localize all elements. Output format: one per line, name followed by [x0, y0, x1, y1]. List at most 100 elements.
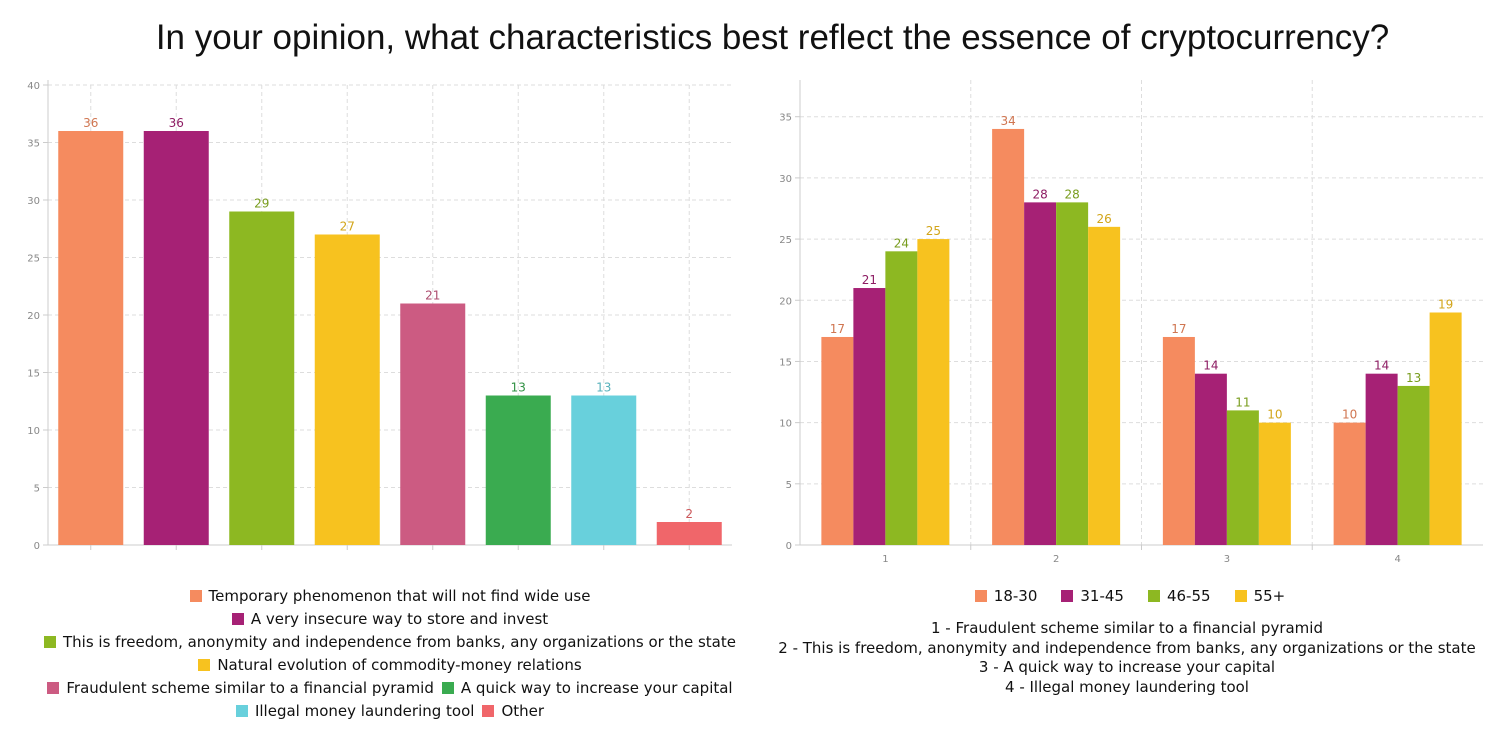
y-tick-label: 10	[27, 426, 40, 437]
bar	[821, 336, 854, 545]
legend-row: 18-30 31-45 46-55 55+	[760, 585, 1500, 608]
legend-swatch	[198, 659, 211, 671]
y-tick-label: 30	[27, 196, 40, 207]
bar	[1226, 410, 1259, 545]
data-label: 36	[169, 116, 184, 130]
bar	[1258, 422, 1291, 545]
legend-item[interactable]: A quick way to increase your capital	[441, 677, 733, 700]
bar	[885, 251, 918, 545]
left-bar-chart: 0 5 10 15 20 25 30 35 40 36 36 29 27 21 13 13 2	[27, 80, 732, 552]
bar	[229, 211, 295, 545]
legend-swatch	[974, 590, 987, 602]
legend-item[interactable]: This is freedom, anonymity and independe…	[44, 631, 736, 654]
bar	[571, 395, 637, 545]
y-tick-label: 5	[786, 480, 792, 491]
footnote-1: 1 - Fraudulent scheme similar to a finan…	[931, 619, 1323, 637]
y-tick-label: 30	[779, 174, 792, 185]
legend-swatch	[47, 682, 60, 694]
legend-label: Natural evolution of commodity-money rel…	[217, 656, 582, 674]
legend-label: 18-30	[993, 587, 1038, 605]
right-chart-footnotes: 1 - Fraudulent scheme similar to a finan…	[760, 619, 1494, 697]
bar	[1024, 202, 1057, 546]
bar	[1397, 385, 1430, 545]
bar	[1088, 226, 1121, 545]
legend-item[interactable]: 55+	[1234, 585, 1286, 608]
legend-label: A very insecure way to store and invest	[250, 610, 549, 628]
y-tick-label: 35	[27, 139, 40, 150]
legend-swatch	[441, 682, 454, 694]
data-label: 14	[1203, 359, 1218, 373]
legend-swatch	[1061, 590, 1074, 602]
bar	[656, 522, 722, 545]
legend-row: A very insecure way to store and invest	[0, 608, 780, 631]
data-label: 10	[1342, 408, 1357, 422]
legend-swatch	[1234, 590, 1247, 602]
bar	[917, 239, 950, 545]
chart-title: In your opinion, what characteristics be…	[155, 18, 1390, 57]
legend-row: Fraudulent scheme similar to a financial…	[0, 677, 780, 700]
data-label: 28	[1032, 187, 1047, 201]
y-tick-label: 20	[779, 296, 792, 307]
legend-swatch	[231, 613, 244, 625]
data-label: 13	[511, 381, 526, 395]
data-label: 19	[1438, 298, 1453, 312]
right-grid	[795, 80, 1483, 550]
legend-swatch	[189, 590, 202, 602]
bar	[1162, 336, 1195, 545]
bar	[1056, 202, 1089, 546]
legend-item[interactable]: Temporary phenomenon that will not find …	[189, 585, 591, 608]
legend-item[interactable]: 46-55	[1147, 585, 1211, 608]
legend-label: 55+	[1253, 587, 1286, 605]
y-tick-label: 25	[779, 235, 792, 246]
legend-label: Illegal money laundering tool	[254, 702, 475, 720]
right-chart-legend: 18-30 31-45 46-55 55+	[760, 585, 1500, 608]
data-label: 13	[1406, 371, 1421, 385]
data-label: 14	[1374, 359, 1389, 373]
legend-item[interactable]: Illegal money laundering tool	[235, 700, 475, 723]
data-label: 2	[685, 507, 693, 521]
footnote-4: 4 - Illegal money laundering tool	[1005, 677, 1249, 696]
bar	[992, 128, 1025, 545]
y-tick-label: 15	[779, 357, 792, 368]
data-label: 17	[830, 322, 845, 336]
legend-label: 46-55	[1166, 587, 1211, 605]
data-label: 24	[894, 236, 909, 250]
legend-label: Other	[501, 702, 545, 720]
footnote-3: 3 - A quick way to increase your capital	[978, 658, 1276, 676]
legend-label: This is freedom, anonymity and independe…	[63, 633, 736, 651]
bar	[1194, 373, 1227, 545]
legend-swatch	[1147, 590, 1160, 602]
legend-row: This is freedom, anonymity and independe…	[0, 631, 780, 654]
y-tick-label: 0	[786, 541, 792, 552]
legend-swatch	[44, 636, 57, 648]
legend-item[interactable]: Fraudulent scheme similar to a financial…	[47, 677, 434, 700]
legend-row: Temporary phenomenon that will not find …	[0, 585, 780, 608]
data-label: 13	[596, 381, 611, 395]
data-label: 21	[425, 289, 440, 303]
legend-item[interactable]: 18-30	[974, 585, 1038, 608]
bar	[853, 288, 886, 545]
legend-item[interactable]: A very insecure way to store and invest	[231, 608, 549, 631]
data-label: 34	[1000, 114, 1015, 128]
bar	[314, 234, 380, 545]
y-tick-label: 5	[34, 484, 40, 495]
data-label: 25	[926, 224, 941, 238]
y-tick-label: 25	[27, 254, 40, 265]
x-tick-label: 4	[1394, 554, 1400, 565]
legend-row: Illegal money laundering tool Other	[0, 700, 780, 723]
legend-item[interactable]: 31-45	[1061, 585, 1124, 608]
data-label: 36	[83, 116, 98, 130]
x-tick-label: 1	[882, 554, 888, 565]
bar	[1365, 373, 1398, 545]
legend-item[interactable]: Natural evolution of commodity-money rel…	[198, 654, 582, 677]
bar	[1429, 312, 1462, 545]
y-tick-label: 15	[27, 369, 40, 380]
legend-label: Temporary phenomenon that will not find …	[208, 587, 591, 605]
data-label: 17	[1171, 322, 1186, 336]
y-tick-label: 0	[34, 541, 40, 552]
bar	[143, 131, 209, 545]
x-tick-label: 3	[1224, 554, 1230, 565]
legend-item[interactable]: Other	[482, 700, 544, 723]
y-tick-label: 10	[779, 419, 792, 430]
y-tick-label: 40	[27, 81, 40, 92]
